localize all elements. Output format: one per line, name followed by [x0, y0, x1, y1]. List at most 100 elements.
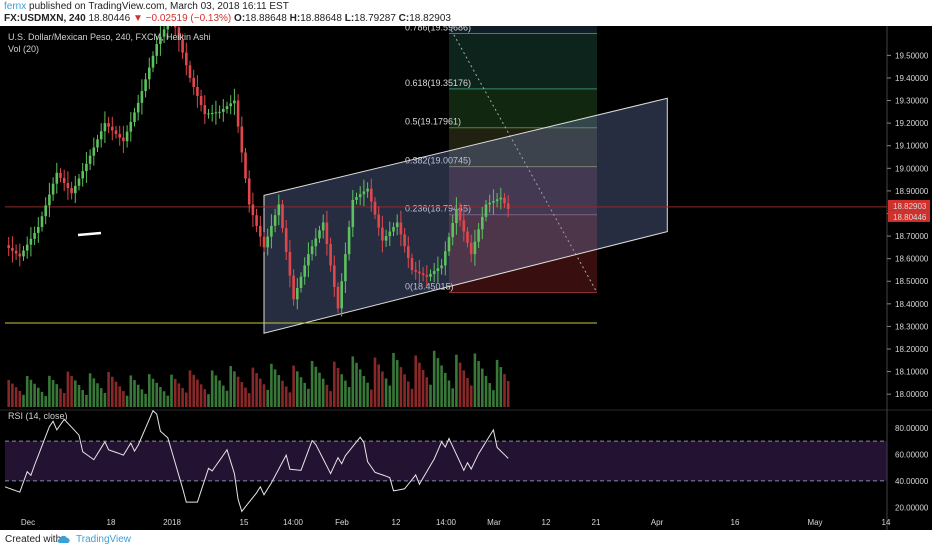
candle-body: [181, 40, 184, 53]
candle-body: [199, 96, 203, 106]
candle-body: [458, 208, 462, 221]
publish-info: fernx published on TradingView.com, Marc…: [4, 1, 289, 12]
candle-body: [251, 204, 255, 216]
volume-bar: [395, 360, 399, 407]
x-tick-label: 12: [542, 518, 551, 527]
volume-bar: [381, 371, 384, 407]
main-legend: U.S. Dollar/Mexican Peso, 240, FXCM, Hei…: [8, 32, 211, 42]
volume-bar: [329, 391, 332, 407]
drawn-mark: [77, 231, 102, 237]
candle-body: [96, 139, 99, 148]
price-tick-label: 19.50000: [895, 51, 929, 60]
x-tick-label: May: [807, 518, 822, 527]
candle-body: [14, 250, 18, 254]
x-tick-label: 14:00: [436, 518, 457, 527]
candle-body: [218, 111, 221, 113]
volume-bar: [307, 388, 310, 407]
candle-body: [66, 182, 70, 189]
candle-body: [270, 225, 273, 237]
volume-bar: [447, 380, 451, 407]
volume-bar: [388, 385, 392, 407]
candle-body: [462, 220, 466, 232]
volume-bar: [192, 374, 195, 407]
candle-body: [51, 183, 55, 195]
candle-body: [310, 246, 314, 255]
volume-bar: [414, 355, 417, 407]
volume-bar: [370, 389, 373, 407]
volume-bar: [129, 375, 133, 407]
volume-bar: [48, 375, 51, 407]
volume-bar: [166, 395, 170, 407]
volume-bar: [107, 371, 110, 407]
volume-bar: [188, 370, 192, 407]
candle-body: [244, 152, 247, 179]
parallel-channel[interactable]: [5, 97, 887, 334]
candle-body: [11, 247, 14, 251]
candle-body: [70, 188, 73, 194]
rsi-panel: [4, 409, 887, 513]
candle-body: [488, 202, 491, 205]
candle-body: [155, 44, 158, 56]
candle-body: [373, 201, 377, 215]
chart-area[interactable]: 0(18.45015) 0.236(18.79445) 0.382(19.00745…: [0, 26, 932, 530]
author-link[interactable]: fernx: [4, 1, 27, 12]
candle-body: [340, 281, 343, 309]
candle-body: [429, 273, 432, 277]
candle-body: [447, 237, 451, 252]
volume-bar: [373, 357, 377, 407]
volume-bar: [340, 374, 343, 407]
candle-body: [144, 79, 147, 92]
candle-body: [92, 147, 96, 156]
volume-bar: [455, 354, 458, 407]
volume-bar: [244, 387, 247, 407]
fib-zone: [449, 33, 597, 89]
candle-body: [492, 201, 495, 203]
price-tick-label: 18.70000: [895, 232, 929, 241]
candle-body: [114, 130, 118, 134]
candle-body: [203, 105, 207, 115]
volume-bar: [18, 390, 22, 407]
volume-bar: [288, 392, 292, 407]
volume-bar: [255, 373, 258, 407]
fib-level-label: 0(18.45015): [405, 282, 454, 292]
volume-bar: [162, 391, 166, 407]
symbol: FX:USDMXN, 240: [4, 13, 86, 24]
volume-bar: [22, 394, 25, 407]
volume-bar: [259, 378, 262, 407]
candle-body: [469, 242, 473, 255]
price-tick-label: 18.40000: [895, 300, 929, 309]
price-badge-lower-text: 18.80446: [893, 213, 927, 222]
candle-body: [196, 86, 199, 97]
volume-bar: [458, 362, 462, 407]
candle-body: [255, 215, 258, 226]
volume-bar: [122, 391, 125, 407]
volume-bar: [173, 378, 177, 407]
price-change: ▼ −0.02519 (−0.13%): [132, 13, 232, 24]
volume-bar: [140, 389, 144, 407]
volume-bar: [262, 384, 266, 407]
volume-bar: [151, 378, 155, 407]
volume-bar: [181, 387, 184, 407]
volume-bar: [114, 381, 118, 407]
volume-bar: [488, 383, 491, 407]
fib-level-label: 0.618(19.35176): [405, 78, 471, 88]
volume-bar: [11, 383, 14, 407]
price-tick-label: 18.20000: [895, 345, 929, 354]
volume-bar: [266, 389, 269, 407]
volume-bar: [484, 375, 488, 407]
candle-body: [418, 271, 421, 274]
tradingview-brand[interactable]: TradingView: [76, 534, 132, 545]
volume-bar: [196, 379, 199, 407]
volume-bar: [321, 378, 325, 407]
volume-bar: [62, 393, 66, 407]
volume-bar: [418, 362, 421, 407]
volume-bar: [384, 378, 388, 407]
volume-bar: [503, 374, 506, 407]
high-value: 18.88648: [300, 13, 342, 24]
footer: Created with TradingView: [0, 530, 932, 550]
volume-bar: [277, 375, 281, 407]
chart-svg[interactable]: 0(18.45015) 0.236(18.79445) 0.382(19.00745…: [0, 26, 932, 530]
candle-body: [77, 178, 81, 186]
close-value: 18.82903: [409, 13, 451, 24]
volume-bar: [92, 378, 96, 407]
